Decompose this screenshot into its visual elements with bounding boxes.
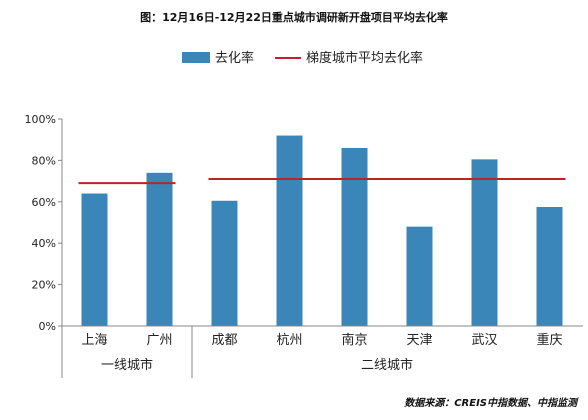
source-note: 数据来源：CREIS中指数据、中指监测 — [404, 397, 579, 409]
bar-上海 — [81, 193, 108, 326]
bar-重庆 — [536, 206, 563, 326]
x-tick-label: 武汉 — [471, 333, 497, 348]
y-tick-label: 80% — [32, 154, 56, 167]
x-tick-label: 成都 — [211, 333, 237, 348]
legend: 去化率 梯度城市平均去化率 — [182, 50, 423, 66]
y-tick-label: 100% — [25, 113, 56, 126]
legend-label-line: 梯度城市平均去化率 — [306, 50, 423, 66]
bar-成都 — [211, 200, 238, 326]
y-tick-label: 20% — [32, 279, 56, 292]
chart-title: 图：12月16日-12月22日重点城市调研新开盘项目平均去化率 — [140, 10, 448, 24]
y-tick-label: 60% — [32, 196, 56, 209]
y-tick-label: 40% — [32, 237, 56, 250]
group-label: 二线城市 — [361, 357, 413, 373]
x-tick-label: 天津 — [406, 333, 432, 348]
x-tick-label: 上海 — [81, 333, 107, 348]
group-label: 一线城市 — [101, 357, 153, 373]
bar-天津 — [406, 226, 433, 326]
x-tick-label: 杭州 — [276, 333, 302, 348]
bar-武汉 — [471, 159, 498, 326]
legend-swatch-bar — [182, 52, 210, 63]
bar-广州 — [146, 172, 173, 326]
bar-杭州 — [276, 135, 303, 326]
legend-label-bar: 去化率 — [215, 50, 254, 66]
x-tick-label: 广州 — [146, 333, 172, 348]
y-tick-label: 0% — [39, 320, 56, 333]
bar-南京 — [341, 147, 368, 326]
x-tick-label: 南京 — [341, 332, 367, 348]
x-tick-label: 重庆 — [536, 332, 562, 348]
